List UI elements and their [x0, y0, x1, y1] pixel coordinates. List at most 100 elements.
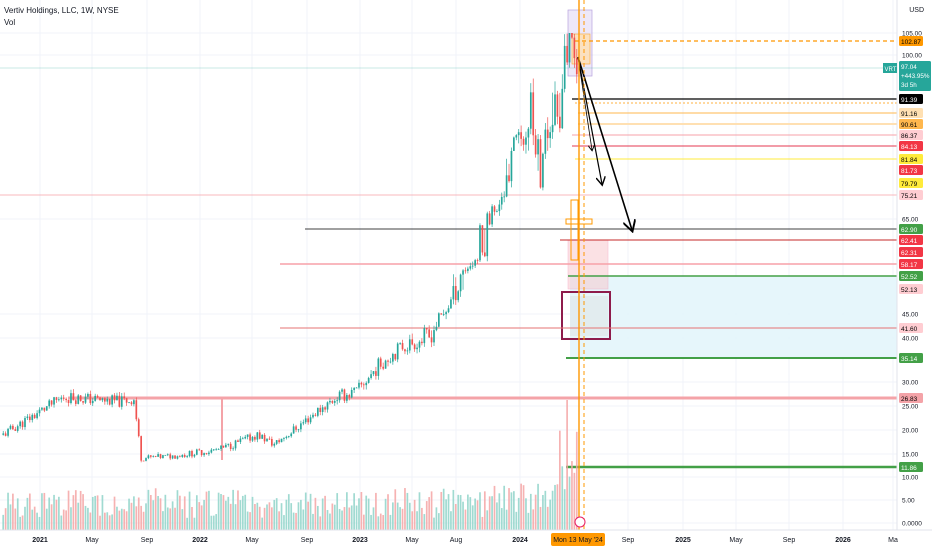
volume-bar	[91, 496, 94, 530]
volume-bar	[408, 502, 411, 530]
volume-bar	[183, 496, 186, 530]
volume-bar	[266, 504, 268, 530]
volume-bar	[527, 512, 530, 530]
candle-body	[166, 454, 169, 456]
price-label-box	[899, 224, 923, 234]
candle-body	[7, 428, 9, 436]
candle-body	[529, 92, 532, 129]
price-label-box	[899, 178, 923, 188]
volume-bar	[500, 508, 503, 530]
candle-body	[67, 399, 70, 404]
volume-bar	[467, 494, 469, 530]
volume-bar	[41, 493, 43, 530]
candle-body	[333, 401, 336, 403]
candle-body	[84, 396, 87, 403]
candle-body	[198, 449, 201, 451]
volume-bar	[162, 511, 164, 530]
volume-bar	[154, 488, 157, 530]
volume-bar	[382, 515, 385, 530]
volume-bar	[145, 503, 147, 530]
volume-bar	[551, 490, 554, 530]
time-tick-label: Sep	[622, 537, 635, 544]
volume-bar	[309, 493, 312, 530]
candle-body	[573, 37, 576, 59]
volume-bar	[346, 492, 348, 530]
price-axis[interactable]: 105.00 100.00 65.00 45.00 40.00 30.00 25.00 20.…	[883, 0, 932, 550]
candle-body	[271, 438, 273, 446]
volume-bar	[87, 507, 89, 530]
time-axis[interactable]: 2021 May Sep 2022 May Sep 2023 May Aug 2024 Sep 202…	[0, 529, 932, 546]
candle-body	[116, 395, 118, 401]
volume-bar	[394, 489, 397, 530]
candle-body	[450, 299, 452, 309]
candle-body	[275, 440, 278, 444]
candle-body	[551, 124, 554, 133]
volume-bar	[215, 514, 218, 530]
candle-body	[237, 440, 239, 442]
volume-bar	[106, 512, 109, 530]
candle-body	[517, 132, 520, 136]
candle-body	[258, 432, 261, 439]
volume-bar	[566, 400, 568, 530]
volume-bar	[171, 501, 174, 530]
candle-body	[191, 450, 193, 457]
volume-bar	[271, 507, 273, 530]
candle-body	[149, 455, 152, 457]
time-tick-label: May	[405, 537, 419, 544]
candle-body	[358, 382, 360, 388]
candle-body	[55, 397, 58, 400]
volume-bar	[464, 509, 467, 530]
volume-bar	[12, 493, 14, 530]
volume-bar	[413, 499, 416, 530]
volume-bar	[125, 511, 128, 530]
price-tick-label: 15.00	[902, 452, 919, 459]
volume-bar	[217, 492, 220, 530]
volume-bar	[423, 514, 426, 530]
candle-body	[125, 398, 128, 403]
candle-body	[389, 361, 392, 363]
volume-bar	[452, 489, 455, 530]
candle-body	[249, 434, 251, 441]
volume-bar	[53, 494, 55, 530]
candle-body	[336, 400, 339, 402]
time-tick-label: Ma	[888, 537, 898, 544]
candle-body	[404, 349, 406, 352]
volume-bar	[549, 499, 552, 530]
candle-body	[549, 132, 552, 139]
demand-box	[561, 291, 611, 340]
candle-body	[94, 395, 97, 401]
price-label-text: 79.79	[901, 181, 918, 188]
candle-body	[483, 252, 486, 257]
candle-body	[546, 129, 549, 139]
candle-body	[454, 286, 457, 301]
candle-body	[45, 406, 48, 411]
volume-bar	[435, 507, 438, 530]
candle-body	[324, 407, 326, 410]
price-tick-label: 30.00	[902, 380, 919, 387]
candle-body	[256, 432, 259, 440]
volume-bar	[396, 502, 399, 530]
candle-body	[171, 455, 174, 459]
candle-body	[513, 137, 515, 151]
volume-bar	[561, 466, 564, 530]
volume-bar	[428, 497, 431, 530]
chart-legend: Vertiv Holdings, LLC, 1W, NYSE Vol	[4, 5, 119, 29]
volume-bar	[554, 484, 556, 530]
price-label-box	[899, 141, 923, 151]
volume-bar	[462, 501, 464, 530]
candle-body	[101, 398, 104, 401]
candle-body	[225, 444, 227, 448]
volume-bar	[159, 498, 162, 530]
volume-bar	[33, 506, 36, 530]
volume-bar	[433, 517, 435, 530]
time-tick-label: 2025	[675, 537, 691, 544]
volume-bar	[575, 431, 578, 530]
candle-body	[338, 391, 341, 401]
price-label-box	[899, 235, 923, 245]
candle-body	[43, 407, 46, 411]
volume-bar	[232, 489, 234, 530]
volume-bar	[181, 509, 184, 530]
candle-body	[128, 402, 130, 404]
candle-body	[254, 436, 256, 440]
